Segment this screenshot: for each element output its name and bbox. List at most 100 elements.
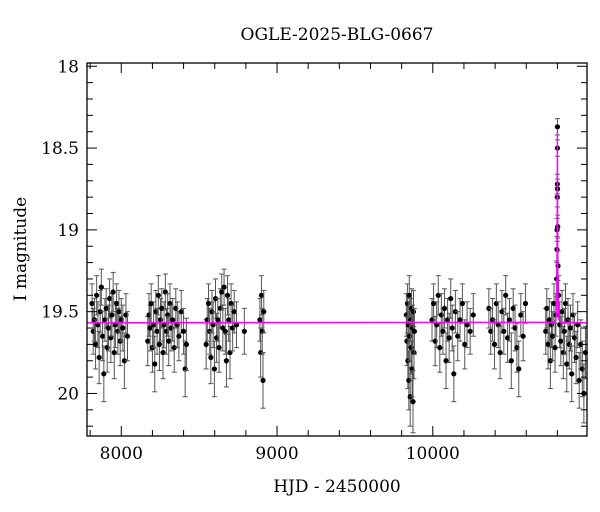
- x-axis-label: HJD - 2450000: [273, 477, 401, 497]
- y-tick-label: 18: [57, 57, 79, 77]
- data-point: [467, 307, 473, 355]
- data-point: [121, 332, 127, 390]
- data-point: [561, 307, 568, 355]
- data-point: [161, 301, 167, 349]
- data-point: [162, 273, 168, 311]
- data-point: [92, 319, 99, 370]
- point-marker: [559, 309, 565, 315]
- data-point: [546, 298, 552, 342]
- point-marker: [261, 309, 267, 315]
- point-marker: [257, 317, 263, 323]
- point-marker: [178, 309, 184, 315]
- data-point: [154, 307, 160, 355]
- point-marker: [544, 305, 550, 311]
- point-marker: [550, 333, 556, 339]
- point-marker: [120, 325, 126, 331]
- data-point: [518, 293, 524, 337]
- point-marker: [110, 289, 116, 295]
- point-marker: [546, 317, 552, 323]
- point-marker: [457, 317, 463, 323]
- data-point: [441, 288, 448, 329]
- data-point: [160, 325, 166, 380]
- data-point: [216, 322, 222, 373]
- data-point: [260, 352, 266, 409]
- point-marker: [222, 328, 228, 334]
- point-marker: [223, 358, 230, 364]
- point-marker: [448, 295, 454, 302]
- data-point: [520, 311, 526, 362]
- data-point: [166, 316, 172, 367]
- point-marker: [260, 377, 266, 383]
- point-marker: [147, 325, 153, 331]
- data-point: [111, 325, 117, 380]
- data-point: [203, 319, 209, 370]
- data-point: [222, 307, 228, 355]
- data-point: [205, 283, 212, 324]
- point-marker: [437, 345, 443, 351]
- point-marker: [488, 328, 494, 334]
- data-point: [257, 298, 263, 342]
- data-point: [215, 298, 221, 342]
- data-point: [220, 304, 226, 352]
- y-tick-label: 18.5: [41, 139, 79, 159]
- point-marker: [156, 341, 163, 347]
- point-marker: [105, 325, 112, 331]
- data-point: [233, 301, 240, 349]
- point-marker: [441, 305, 448, 311]
- data-point: [503, 275, 509, 316]
- y-axis-label: I magnitude: [11, 197, 31, 301]
- point-marker: [166, 338, 172, 344]
- point-marker: [152, 361, 158, 367]
- point-marker: [446, 335, 452, 341]
- x-tick-label: 8000: [100, 444, 143, 464]
- point-marker: [89, 300, 95, 307]
- point-marker: [104, 345, 110, 351]
- data-point: [575, 301, 581, 349]
- point-marker: [518, 312, 524, 318]
- data-point: [437, 322, 443, 373]
- data-point: [106, 278, 113, 319]
- point-marker: [501, 328, 507, 334]
- y-tick-label: 19.5: [41, 303, 79, 323]
- point-marker: [514, 345, 520, 351]
- point-marker: [157, 317, 164, 323]
- data-point: [457, 298, 463, 342]
- data-point: [221, 268, 227, 306]
- point-marker: [163, 328, 170, 334]
- point-marker: [516, 366, 522, 372]
- data-point: [98, 268, 104, 306]
- point-marker: [145, 338, 151, 344]
- point-marker: [241, 328, 247, 334]
- data-point: [522, 283, 529, 324]
- data-point: [94, 275, 100, 316]
- point-marker: [221, 284, 227, 290]
- point-marker: [504, 335, 511, 341]
- data-point: [113, 283, 120, 324]
- data-point: [152, 335, 158, 393]
- y-tick-label: 20: [57, 384, 79, 404]
- point-marker: [258, 292, 265, 298]
- point-marker: [154, 328, 160, 334]
- data-point: [497, 325, 503, 380]
- point-marker: [102, 317, 108, 323]
- data-point: [105, 304, 112, 352]
- data-point: [501, 307, 507, 355]
- data-point: [552, 322, 558, 373]
- data-point: [170, 298, 176, 342]
- data-point: [569, 345, 575, 403]
- point-marker: [512, 325, 518, 331]
- point-marker: [226, 317, 232, 323]
- point-marker: [124, 333, 131, 339]
- data-point: [108, 312, 114, 363]
- point-marker: [491, 341, 498, 347]
- data-point: [564, 335, 570, 393]
- point-marker: [462, 341, 468, 347]
- data-point: [558, 316, 564, 367]
- data-point: [241, 307, 247, 355]
- point-marker: [210, 322, 216, 328]
- point-marker: [564, 361, 570, 367]
- data-point: [567, 304, 574, 352]
- point-marker: [116, 309, 122, 315]
- point-marker: [180, 328, 187, 334]
- point-marker: [90, 328, 96, 334]
